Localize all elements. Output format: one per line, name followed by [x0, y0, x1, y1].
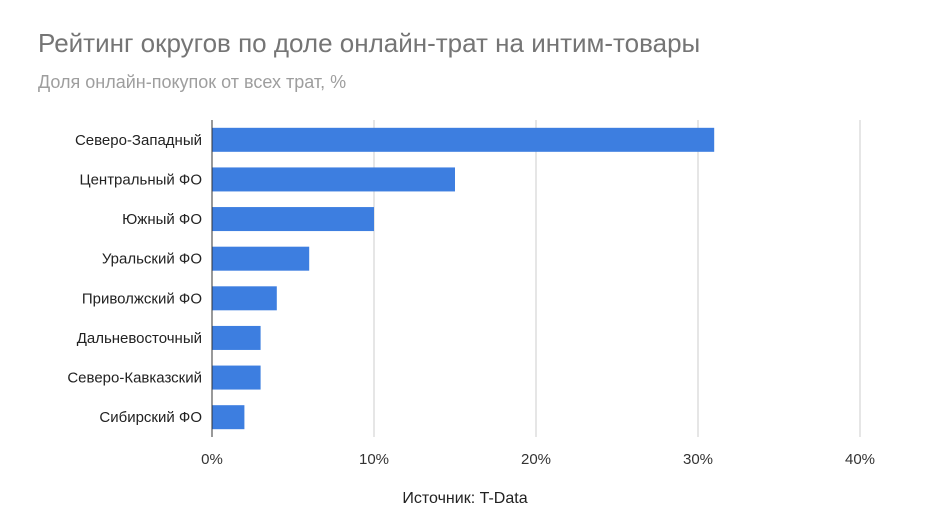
bar: [212, 286, 277, 311]
category-label: Дальневосточный: [77, 330, 202, 347]
category-label: Центральный ФО: [79, 171, 202, 188]
bar: [212, 167, 455, 192]
bar: [212, 127, 715, 152]
bar: [212, 246, 310, 271]
bar: [212, 365, 261, 390]
chart-title: Рейтинг округов по доле онлайн-трат на и…: [38, 28, 701, 58]
category-label: Северо-Западный: [75, 132, 202, 149]
x-tick-label: 10%: [359, 451, 389, 468]
x-tick-label: 20%: [521, 451, 551, 468]
x-tick-label: 40%: [845, 451, 875, 468]
category-label: Уральский ФО: [102, 251, 202, 268]
category-label: Южный ФО: [122, 211, 202, 228]
bar: [212, 207, 374, 232]
x-tick-label: 30%: [683, 451, 713, 468]
category-label: Приволжский ФО: [82, 290, 202, 307]
source-note: Источник: T-Data: [402, 490, 528, 507]
category-label: Северо-Кавказский: [67, 370, 202, 387]
x-tick-label: 0%: [201, 451, 223, 468]
chart-subtitle: Доля онлайн-покупок от всех трат, %: [38, 72, 347, 92]
bar: [212, 325, 261, 350]
category-label: Сибирский ФО: [99, 409, 202, 426]
bar: [212, 405, 245, 430]
